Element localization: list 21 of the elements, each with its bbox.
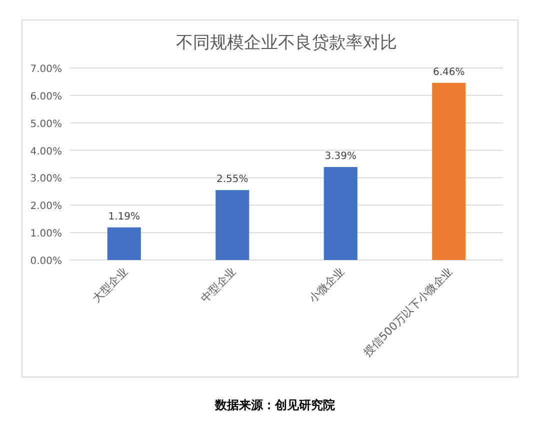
bar xyxy=(107,227,141,260)
x-tick-label: 大型企业 xyxy=(90,264,130,306)
chart-title: 不同规模企业不良贷款率对比 xyxy=(176,33,397,53)
bar xyxy=(216,190,250,260)
source-note: 数据来源：创见研究院 xyxy=(214,398,335,412)
x-tick-label: 小微企业 xyxy=(306,264,347,306)
bar xyxy=(432,82,466,260)
bar xyxy=(324,167,358,260)
data-label: 3.39% xyxy=(324,151,357,162)
y-tick-label: 1.00% xyxy=(30,228,62,240)
y-tick-label: 3.00% xyxy=(30,174,62,185)
y-tick-label: 5.00% xyxy=(30,118,62,130)
y-tick-label: 7.00% xyxy=(30,64,62,75)
y-tick-label: 0.00% xyxy=(30,256,62,267)
y-tick-label: 2.00% xyxy=(30,201,62,212)
y-tick-label: 6.00% xyxy=(30,91,62,102)
y-tick-label: 4.00% xyxy=(30,146,62,158)
data-label: 1.19% xyxy=(108,211,140,222)
x-tick-label: 中型企业 xyxy=(198,264,238,306)
data-label: 6.46% xyxy=(432,66,465,78)
data-label: 2.55% xyxy=(216,174,248,186)
